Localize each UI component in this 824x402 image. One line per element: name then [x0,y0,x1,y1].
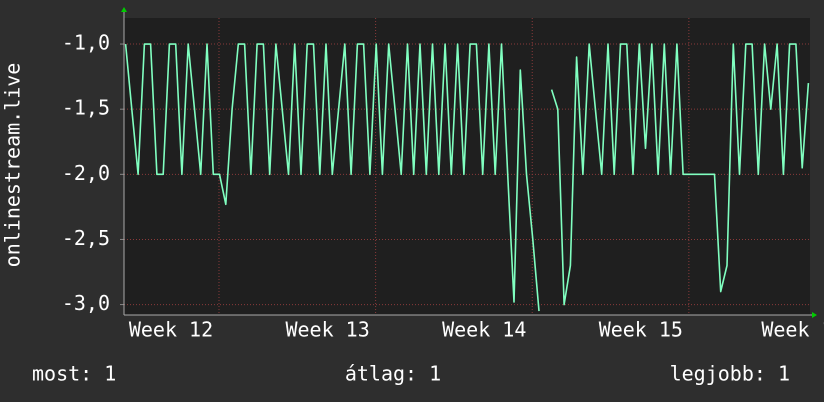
y-tick-label: -3,0 [62,291,110,315]
y-tick-label: -1,5 [62,96,110,120]
axis-arrow [121,7,127,12]
y-tick-label: -2,0 [62,161,110,185]
x-tick-label: Week 12 [129,318,213,342]
axis-arrow [812,312,817,318]
footer-current: most: 1 [32,362,116,386]
x-tick-label: Week 13 [285,318,369,342]
x-tick-label: Week 1 [761,318,824,342]
y-tick-label: -2,5 [62,226,110,250]
footer-best: legjobb: 1 [670,362,790,386]
footer-average: átlag: 1 [345,362,441,386]
x-tick-label: Week 14 [442,318,526,342]
data-line [124,43,810,312]
y-tick-label: -1,0 [62,31,110,55]
y-axis-label: onlinestream.live [1,63,25,268]
plot-area [124,18,810,315]
x-tick-label: Week 15 [599,318,683,342]
